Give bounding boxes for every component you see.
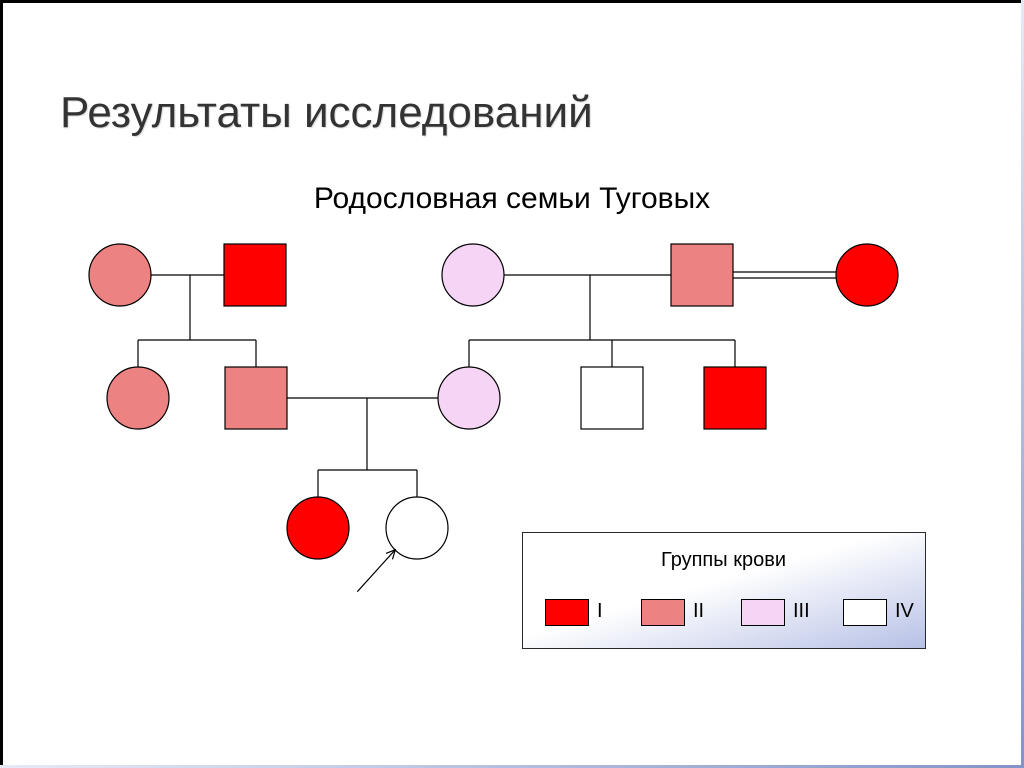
pedigree-female — [438, 367, 500, 429]
pedigree-female — [107, 367, 169, 429]
pedigree-male — [225, 367, 287, 429]
legend-label: II — [693, 600, 704, 623]
pedigree-male — [704, 367, 766, 429]
pedigree-male — [581, 367, 643, 429]
legend-box: Группы крови IIIIIIIV — [522, 532, 926, 649]
legend-swatch — [641, 599, 685, 626]
legend-swatch — [545, 599, 589, 626]
legend-label: III — [793, 600, 810, 623]
pedigree-female — [89, 244, 151, 306]
pedigree-female — [836, 244, 898, 306]
legend-swatch — [741, 599, 785, 626]
pedigree-diagram — [0, 0, 1024, 768]
pedigree-female — [442, 244, 504, 306]
pedigree-male — [671, 244, 733, 306]
pedigree-female — [287, 497, 349, 559]
slide: Результаты исследований Родословная семь… — [0, 0, 1024, 768]
legend-label: I — [597, 600, 603, 623]
legend-title: Группы крови — [661, 549, 786, 572]
legend-swatch — [843, 599, 887, 626]
pedigree-male — [224, 244, 286, 306]
legend-label: IV — [895, 600, 914, 623]
